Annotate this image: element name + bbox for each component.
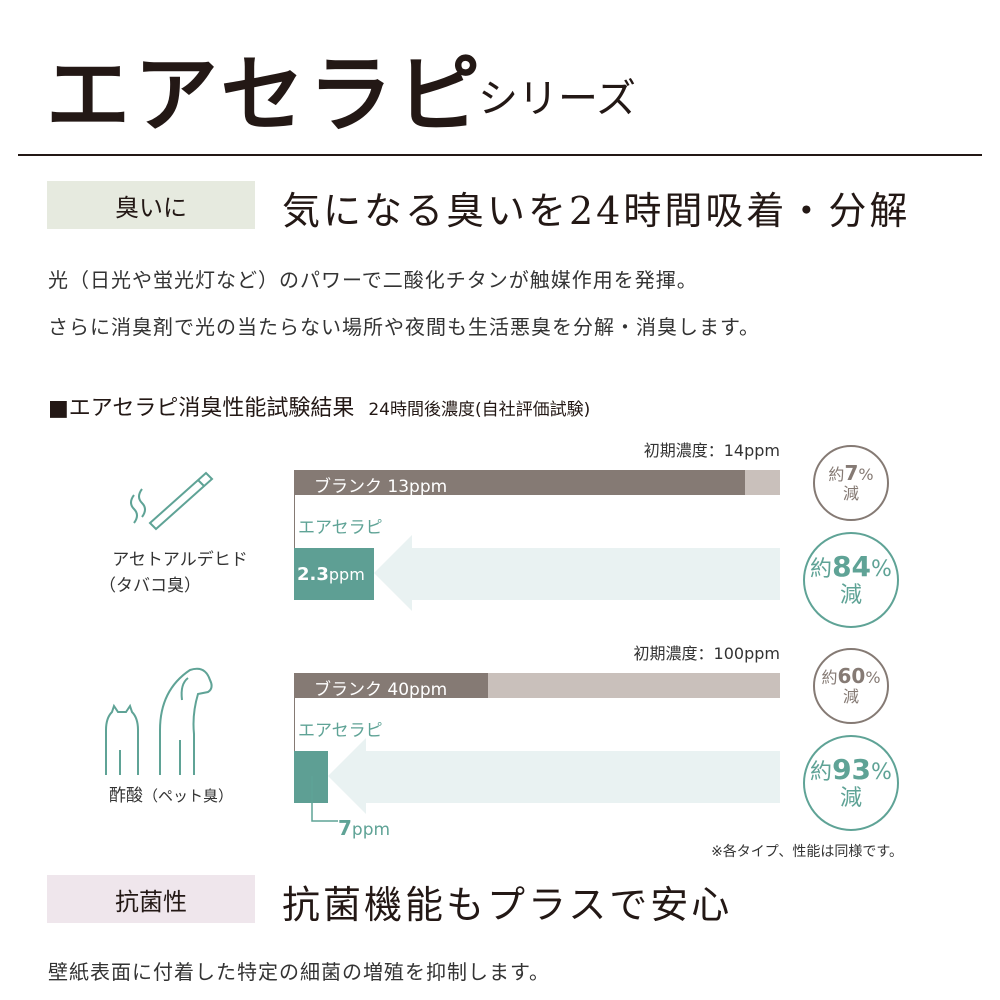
reduction-text: 減 <box>839 786 862 812</box>
initial-concentration: 初期濃度：14ppm <box>643 441 780 460</box>
percent-value: 7 <box>844 461 859 486</box>
cigarette-icon <box>130 471 214 531</box>
approx: 約 <box>821 668 838 688</box>
product-bar <box>294 751 328 803</box>
approx: 約 <box>810 760 833 786</box>
gas-sub: （タバコ臭） <box>99 576 201 596</box>
product-reduction-badge: 約84% 減 <box>803 532 899 628</box>
results-heading: ■エアセラピ消臭性能試験結果 24時間後濃度(自社評価試験) <box>48 390 590 422</box>
blank-bar <box>294 470 746 495</box>
deodorize-tag: 臭いに <box>47 181 255 229</box>
footnote: ※各タイプ、性能は同様です。 <box>711 844 903 860</box>
gas-name-text: 酢酸 <box>108 786 143 806</box>
dog-cat-icon <box>105 667 213 775</box>
deodorize-heading: 気になる臭いを24時間吸着・分解 <box>282 189 911 233</box>
reduction-arrow <box>374 535 780 611</box>
product-unit: ppm <box>351 820 391 840</box>
percent-sign: % <box>858 465 874 485</box>
product-label: エアセラピ <box>298 721 383 741</box>
product-value-callout: 7ppm <box>338 816 390 840</box>
product-bar: 2.3 ppm <box>294 548 374 600</box>
initial-bar: ブランク 40ppm <box>294 673 780 700</box>
percent-sign: % <box>871 760 892 786</box>
initial-bar: ブランク 13ppm <box>294 470 780 497</box>
results-title: ■エアセラピ消臭性能試験結果 <box>48 396 355 421</box>
antibacterial-tag: 抗菌性 <box>47 875 255 923</box>
percent-value: 60 <box>837 664 866 689</box>
antibacterial-heading: 抗菌機能もプラスで安心 <box>282 883 733 927</box>
description-line: さらに消臭剤で光の当たらない場所や夜間も生活悪臭を分解・消臭します。 <box>48 315 760 339</box>
reduction-text: 減 <box>842 687 859 707</box>
leader-line <box>311 776 338 822</box>
reduction-arrow <box>328 738 780 814</box>
blank-reduction-badge: 約7% 減 <box>813 445 889 521</box>
percent-sign: % <box>865 668 881 688</box>
blank-reduction-badge: 約60% 減 <box>813 648 889 724</box>
product-label: エアセラピ <box>298 518 383 538</box>
blank-label: ブランク 13ppm <box>314 477 448 497</box>
initial-concentration: 初期濃度：100ppm <box>633 644 780 663</box>
page-title: エアセラピ <box>46 46 485 144</box>
reduction-text: 減 <box>842 484 859 504</box>
antibacterial-line: 壁紙表面に付着した特定の細菌の増殖を抑制します。 <box>48 960 550 984</box>
gas-name: 酢酸（ペット臭） <box>96 781 246 806</box>
gas-sub: （ペット臭） <box>142 787 233 805</box>
product-value: 2.3 <box>297 563 329 585</box>
blank-bar <box>294 673 489 698</box>
blank-label: ブランク 40ppm <box>314 680 448 700</box>
axis-line <box>294 495 295 600</box>
product-unit: ppm <box>328 564 365 584</box>
reduction-text: 減 <box>839 583 862 609</box>
page-subtitle: シリーズ <box>478 76 636 122</box>
product-value: 7 <box>338 816 352 840</box>
results-note: 24時間後濃度(自社評価試験) <box>368 400 591 420</box>
product-reduction-badge: 約93% 減 <box>803 735 899 831</box>
percent-value: 93 <box>832 753 872 787</box>
gas-name: アセトアルデヒド <box>112 550 248 570</box>
description-line: 光（日光や蛍光灯など）のパワーで二酸化チタンが触媒作用を発揮。 <box>48 268 698 292</box>
approx: 約 <box>810 557 833 583</box>
divider <box>18 154 982 156</box>
percent-value: 84 <box>832 550 872 584</box>
percent-sign: % <box>871 557 892 583</box>
approx: 約 <box>828 465 845 485</box>
axis-line <box>294 698 295 803</box>
